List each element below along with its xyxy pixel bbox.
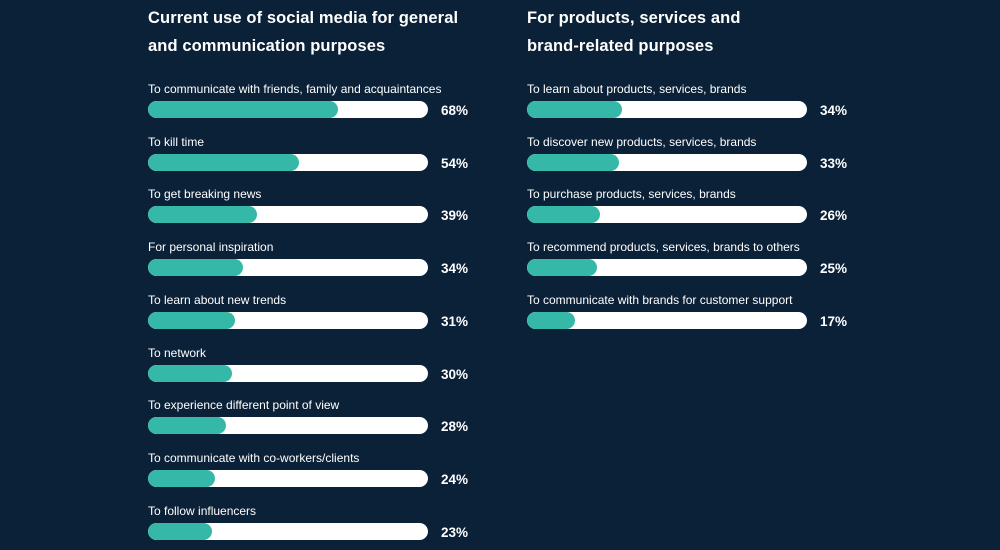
data-label: 25% <box>819 261 847 277</box>
bar <box>527 153 620 171</box>
category-label: To experience different point of view <box>148 398 340 413</box>
bar <box>148 101 339 118</box>
category-label: To network <box>148 345 207 360</box>
bar-row: To learn about new trends 31% <box>148 292 478 332</box>
bar <box>148 417 227 435</box>
data-label: 68% <box>440 103 468 118</box>
category-label: To communicate with friends, family and … <box>148 82 442 96</box>
data-label: 54% <box>440 155 468 171</box>
bar-row: To learn about products, services, brand… <box>527 81 857 121</box>
data-label: 24% <box>440 471 468 487</box>
bar <box>527 101 623 118</box>
bar-track <box>148 417 428 435</box>
chart-title-line: For products, services and <box>527 9 741 27</box>
bar <box>527 311 575 329</box>
bar-row: To kill time 54% <box>148 134 478 174</box>
bar <box>148 469 216 487</box>
bar-row: To purchase products, services, brands 26… <box>527 186 857 226</box>
chart-title-line: Current use of social media for general <box>148 9 459 27</box>
bar-track <box>527 206 807 224</box>
bar-track <box>148 469 428 487</box>
bar-track <box>148 259 428 277</box>
bar-track <box>148 153 428 171</box>
bar-row: To experience different point of view 28% <box>148 397 478 437</box>
bar-track <box>148 364 428 382</box>
bar <box>148 259 244 277</box>
data-label: 33% <box>819 155 847 171</box>
category-label: To communicate with co-workers/clients <box>148 450 360 465</box>
bar-row: To get breaking news 39% <box>148 186 478 226</box>
bar <box>527 206 600 224</box>
bar-track <box>148 101 428 118</box>
category-label: To learn about new trends <box>148 292 287 307</box>
category-label: For personal inspiration <box>148 240 274 255</box>
category-label: To learn about products, services, brand… <box>527 82 747 96</box>
data-label: 23% <box>440 524 468 540</box>
data-label: 34% <box>819 103 847 118</box>
chart-title-brand: For products, services and brand-related… <box>527 4 867 60</box>
bar <box>148 206 258 224</box>
bar-row: To communicate with friends, family and … <box>148 81 478 121</box>
data-label: 31% <box>440 313 468 329</box>
bar-track <box>527 153 807 171</box>
category-label: To get breaking news <box>148 187 262 202</box>
bar-row: To communicate with brands for customer … <box>527 292 857 332</box>
bar <box>148 311 235 329</box>
category-label: To follow influencers <box>148 503 257 518</box>
chart-title-line: and communication purposes <box>148 37 386 55</box>
bar-row: To communicate with co-workers/clients 24… <box>148 450 478 490</box>
data-label: 39% <box>440 208 468 224</box>
bar-track <box>148 522 428 540</box>
bar-track <box>527 259 807 277</box>
category-label: To discover new products, services, bran… <box>527 134 757 149</box>
category-label: To purchase products, services, brands <box>527 187 736 202</box>
chart-title-general: Current use of social media for general … <box>148 4 488 60</box>
data-label: 30% <box>440 366 468 382</box>
bar-track <box>527 101 807 118</box>
bar <box>148 364 232 382</box>
data-label: 17% <box>819 313 847 329</box>
bar <box>148 153 300 171</box>
data-label: 26% <box>819 208 847 224</box>
bar-track <box>148 311 428 329</box>
bar-row: To recommend products, services, brands … <box>527 239 857 279</box>
bar-track <box>148 206 428 224</box>
bar-track <box>527 311 807 329</box>
bar-row: For personal inspiration 34% <box>148 239 478 279</box>
category-label: To recommend products, services, brands … <box>527 240 800 255</box>
chart-title-line: brand-related purposes <box>527 37 714 55</box>
category-label: To kill time <box>148 134 205 149</box>
bar-row: To follow influencers 23% <box>148 503 478 543</box>
data-label: 28% <box>440 419 468 435</box>
data-label: 34% <box>440 261 468 277</box>
bar <box>527 259 597 277</box>
category-label: To communicate with brands for customer … <box>527 292 793 307</box>
bar-row: To network 30% <box>148 345 478 385</box>
bar-row: To discover new products, services, bran… <box>527 134 857 174</box>
bar <box>148 522 213 540</box>
